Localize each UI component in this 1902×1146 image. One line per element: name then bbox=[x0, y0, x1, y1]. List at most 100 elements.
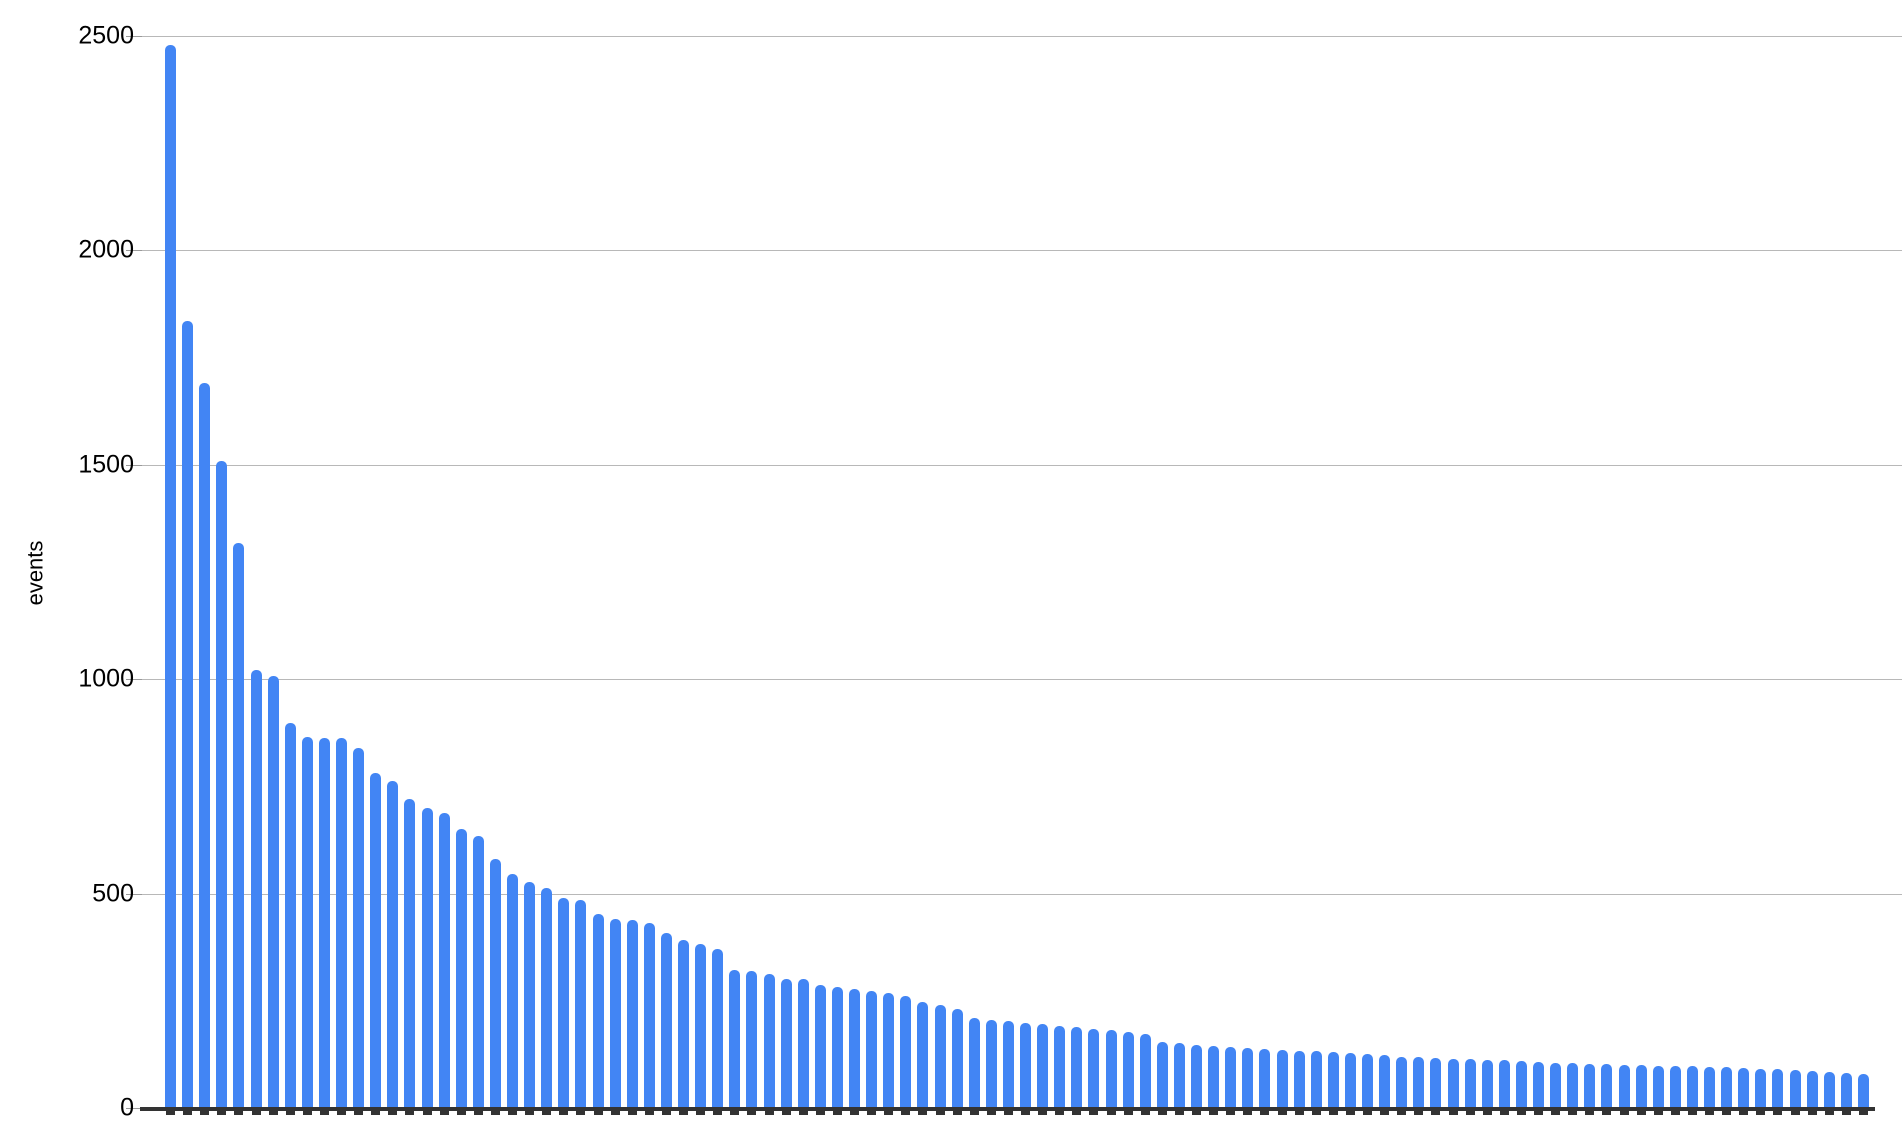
bar[interactable] bbox=[438, 813, 450, 1108]
bar[interactable] bbox=[712, 948, 724, 1108]
bar[interactable] bbox=[1567, 1063, 1579, 1108]
bar[interactable] bbox=[558, 897, 570, 1108]
bar[interactable] bbox=[1088, 1029, 1100, 1108]
bar[interactable] bbox=[1259, 1048, 1271, 1108]
bar[interactable] bbox=[1498, 1060, 1510, 1108]
bar[interactable] bbox=[182, 321, 194, 1108]
bar[interactable] bbox=[1054, 1025, 1066, 1108]
bar[interactable] bbox=[165, 44, 176, 1108]
bar[interactable] bbox=[1464, 1059, 1476, 1108]
bar[interactable] bbox=[1122, 1031, 1134, 1108]
bar[interactable] bbox=[695, 944, 707, 1108]
bar[interactable] bbox=[1173, 1042, 1185, 1108]
bar[interactable] bbox=[626, 920, 638, 1108]
bar[interactable] bbox=[1379, 1054, 1391, 1108]
bar[interactable] bbox=[678, 939, 689, 1108]
bar[interactable] bbox=[455, 829, 467, 1108]
bar[interactable] bbox=[318, 738, 330, 1108]
bar[interactable] bbox=[199, 383, 211, 1108]
bar[interactable] bbox=[609, 919, 621, 1108]
bar[interactable] bbox=[814, 984, 826, 1108]
bar[interactable] bbox=[1686, 1066, 1698, 1108]
bar[interactable] bbox=[1772, 1069, 1784, 1108]
bar[interactable] bbox=[1156, 1041, 1168, 1108]
bar[interactable] bbox=[267, 675, 279, 1108]
bar[interactable] bbox=[917, 1001, 929, 1108]
bar[interactable] bbox=[1242, 1047, 1254, 1108]
bar[interactable] bbox=[866, 991, 878, 1108]
bar[interactable] bbox=[421, 807, 433, 1108]
bar[interactable] bbox=[1310, 1051, 1322, 1108]
bar[interactable] bbox=[1840, 1072, 1852, 1108]
bar[interactable] bbox=[1413, 1057, 1425, 1108]
bar[interactable] bbox=[1225, 1047, 1237, 1108]
bar[interactable] bbox=[763, 974, 775, 1108]
bar[interactable] bbox=[883, 993, 895, 1108]
bar[interactable] bbox=[1208, 1046, 1220, 1108]
bar[interactable] bbox=[1020, 1023, 1031, 1108]
bar[interactable] bbox=[1652, 1065, 1664, 1108]
bar[interactable] bbox=[1276, 1049, 1288, 1108]
bar[interactable] bbox=[1857, 1073, 1869, 1108]
bar[interactable] bbox=[1550, 1062, 1562, 1108]
bar[interactable] bbox=[1789, 1070, 1801, 1108]
bar[interactable] bbox=[780, 978, 792, 1108]
bar[interactable] bbox=[233, 542, 245, 1108]
bar[interactable] bbox=[336, 738, 347, 1108]
bar[interactable] bbox=[541, 888, 553, 1108]
bar[interactable] bbox=[849, 988, 860, 1108]
bar[interactable] bbox=[507, 874, 518, 1108]
bar[interactable] bbox=[301, 737, 313, 1108]
bar[interactable] bbox=[1806, 1071, 1818, 1108]
bar[interactable] bbox=[1823, 1071, 1835, 1108]
bar[interactable] bbox=[968, 1017, 980, 1108]
bar[interactable] bbox=[1618, 1064, 1630, 1108]
bar[interactable] bbox=[524, 881, 536, 1108]
bar[interactable] bbox=[1755, 1068, 1767, 1108]
bar[interactable] bbox=[831, 987, 843, 1108]
bar[interactable] bbox=[1396, 1056, 1408, 1108]
bar[interactable] bbox=[900, 995, 912, 1108]
bar[interactable] bbox=[1515, 1060, 1527, 1108]
bar[interactable] bbox=[575, 899, 587, 1108]
bar[interactable] bbox=[387, 781, 399, 1108]
bar[interactable] bbox=[1635, 1065, 1647, 1108]
bar[interactable] bbox=[797, 979, 809, 1108]
bar[interactable] bbox=[1191, 1044, 1202, 1108]
bar[interactable] bbox=[592, 914, 604, 1108]
bar[interactable] bbox=[1601, 1064, 1613, 1108]
bar[interactable] bbox=[985, 1019, 997, 1108]
bar[interactable] bbox=[1002, 1021, 1014, 1108]
bar[interactable] bbox=[934, 1005, 946, 1108]
bar[interactable] bbox=[660, 933, 672, 1108]
bar[interactable] bbox=[1327, 1052, 1339, 1108]
bar[interactable] bbox=[284, 722, 296, 1108]
bar[interactable] bbox=[216, 461, 228, 1108]
bar[interactable] bbox=[472, 835, 484, 1108]
bar[interactable] bbox=[1293, 1050, 1305, 1108]
bar[interactable] bbox=[1533, 1061, 1544, 1108]
bar[interactable] bbox=[1447, 1058, 1459, 1108]
bar[interactable] bbox=[1071, 1027, 1083, 1108]
bar[interactable] bbox=[1105, 1029, 1117, 1108]
bar[interactable] bbox=[1362, 1053, 1373, 1108]
bar[interactable] bbox=[353, 747, 365, 1108]
bar[interactable] bbox=[643, 922, 655, 1108]
bar[interactable] bbox=[404, 799, 416, 1108]
bar[interactable] bbox=[489, 859, 501, 1108]
bar[interactable] bbox=[1481, 1059, 1493, 1108]
bar[interactable] bbox=[1139, 1034, 1151, 1108]
bar[interactable] bbox=[1738, 1067, 1750, 1108]
bar[interactable] bbox=[370, 772, 382, 1108]
bar[interactable] bbox=[1037, 1023, 1049, 1108]
bar[interactable] bbox=[951, 1008, 963, 1108]
bar[interactable] bbox=[729, 969, 741, 1108]
bar[interactable] bbox=[1430, 1058, 1442, 1108]
bar[interactable] bbox=[250, 669, 262, 1108]
bar[interactable] bbox=[1584, 1063, 1596, 1108]
bar[interactable] bbox=[1704, 1066, 1715, 1108]
bar[interactable] bbox=[1344, 1053, 1356, 1108]
bar[interactable] bbox=[1669, 1065, 1681, 1108]
bar[interactable] bbox=[746, 970, 758, 1108]
bar[interactable] bbox=[1721, 1067, 1733, 1108]
